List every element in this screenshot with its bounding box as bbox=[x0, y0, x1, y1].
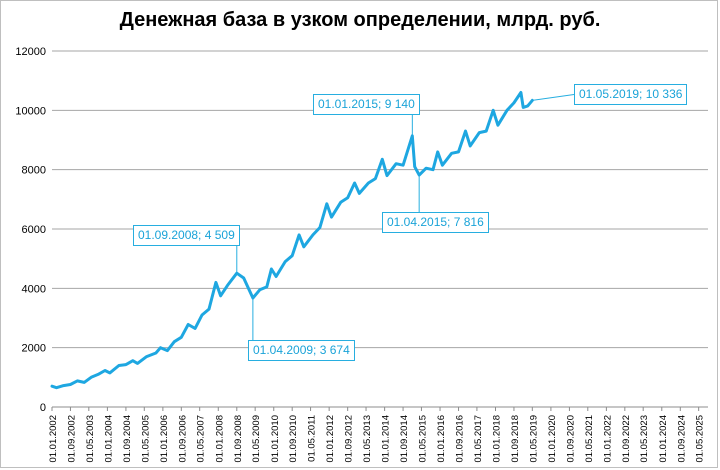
series-line bbox=[50, 91, 534, 390]
x-tick-label: 01.05.2015 bbox=[417, 415, 428, 463]
annotation-2015-01: 01.01.2015; 9 140 bbox=[313, 94, 420, 115]
x-tick-label: 01.05.2013 bbox=[362, 415, 373, 463]
x-tick-labels: 01.01.2002 01.09.2002 01.05.2003 01.01.2004… bbox=[48, 415, 706, 463]
x-tick-label: 01.09.2020 bbox=[565, 415, 576, 463]
x-tick-label: 01.05.2005 bbox=[140, 415, 151, 463]
x-tick-label: 01.09.2010 bbox=[288, 415, 299, 463]
y-tick-label: 0 bbox=[40, 402, 46, 414]
x-tick-label: 01.09.2018 bbox=[510, 415, 521, 463]
x-tick-label: 01.05.2019 bbox=[528, 415, 539, 463]
x-tick-label: 01.09.2014 bbox=[399, 415, 410, 463]
annotation-leaders bbox=[236, 94, 575, 340]
x-tick-label: 01.09.2012 bbox=[344, 415, 355, 463]
x-tick-label: 01.01.2020 bbox=[547, 415, 558, 463]
annotation-2009-04: 01.04.2009; 3 674 bbox=[248, 340, 355, 361]
chart-title: Денежная база в узком определении, млрд.… bbox=[119, 9, 601, 31]
x-tick-label: 01.05.2025 bbox=[695, 415, 706, 463]
y-tick-label: 8000 bbox=[22, 165, 46, 177]
x-tick-label: 01.01.2002 bbox=[48, 415, 59, 463]
x-tick-label: 01.09.2002 bbox=[66, 415, 77, 463]
y-tick-label: 2000 bbox=[22, 343, 46, 355]
x-tick-label: 01.09.2016 bbox=[455, 415, 466, 463]
x-tick-label: 01.01.2014 bbox=[381, 415, 392, 463]
x-tick-label: 01.05.2023 bbox=[639, 415, 650, 463]
x-tick-label: 01.05.2017 bbox=[473, 415, 484, 463]
x-tick-label: 01.01.2018 bbox=[492, 415, 503, 463]
x-tick-label: 01.09.2022 bbox=[621, 415, 632, 463]
annotation-2008-09: 01.09.2008; 4 509 bbox=[133, 225, 240, 246]
x-tick-label: 01.05.2007 bbox=[196, 415, 207, 463]
y-tick-labels: 0 2000 4000 6000 8000 10000 12000 bbox=[15, 46, 46, 414]
x-tick-label: 01.01.2008 bbox=[214, 415, 225, 463]
annotation-2015-04: 01.04.2015; 7 816 bbox=[382, 212, 489, 233]
x-tick-label: 01.09.2024 bbox=[676, 415, 687, 463]
x-tick-label: 01.01.2004 bbox=[103, 415, 114, 463]
x-tick-label: 01.01.2006 bbox=[159, 415, 170, 463]
y-tick-label: 4000 bbox=[22, 283, 46, 295]
x-tick-label: 01.01.2022 bbox=[602, 415, 613, 463]
leader-a2019 bbox=[532, 94, 575, 101]
x-tick-label: 01.05.2011 bbox=[307, 415, 318, 462]
x-tick-label: 01.09.2008 bbox=[233, 415, 244, 463]
annotation-2019-05: 01.05.2019; 10 336 bbox=[574, 84, 688, 105]
y-tick-label: 12000 bbox=[15, 46, 46, 58]
x-tick-label: 01.01.2012 bbox=[325, 415, 336, 463]
y-tick-label: 10000 bbox=[15, 105, 46, 117]
x-tick-label: 01.05.2021 bbox=[584, 415, 595, 463]
x-tick-label: 01.05.2009 bbox=[251, 415, 262, 463]
x-tick-label: 01.01.2016 bbox=[436, 415, 447, 463]
x-tick-label: 01.01.2024 bbox=[658, 415, 669, 463]
x-tick-label: 01.05.2003 bbox=[85, 415, 96, 463]
x-tick-label: 01.09.2006 bbox=[177, 415, 188, 463]
x-tick-label: 01.01.2010 bbox=[270, 415, 281, 463]
x-tick-label: 01.09.2004 bbox=[122, 415, 133, 463]
y-tick-label: 6000 bbox=[22, 224, 46, 236]
